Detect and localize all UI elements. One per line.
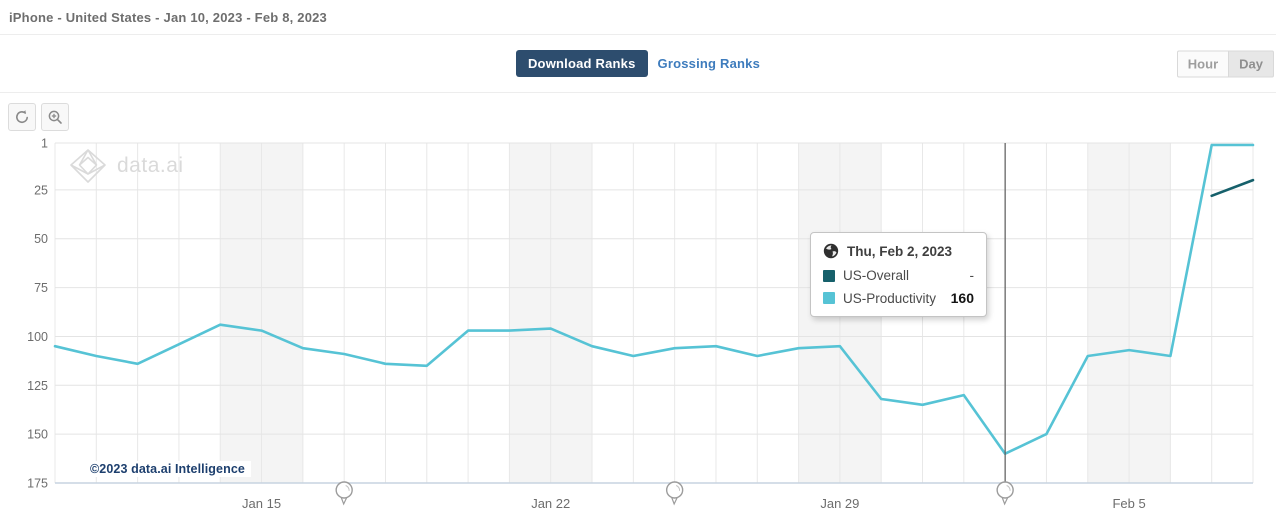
reset-zoom-button[interactable] [8,103,36,131]
y-tick-label: 175 [27,477,48,491]
event-pin-shine [345,485,350,491]
rank-type-tabs: Download Ranks Grossing Ranks [515,50,761,77]
tooltip-row-overall: US-Overall - [823,268,974,283]
undo-arrow-icon [14,109,30,125]
day-button[interactable]: Day [1228,50,1274,77]
productivity-swatch [823,292,835,304]
y-tick-label: 75 [34,281,48,295]
event-pin-shine [1006,485,1011,491]
event-pin-shine [675,485,681,491]
y-tick-label: 25 [34,183,48,197]
y-tick-label: 100 [27,330,48,344]
hour-button[interactable]: Hour [1176,50,1229,77]
x-tick-label: Jan 29 [820,496,859,511]
chart-toolbar [8,103,69,131]
event-pin[interactable] [335,481,353,499]
event-pin[interactable] [665,481,684,499]
productivity-label: US-Productivity [843,290,937,306]
title-bar: iPhone - United States - Jan 10, 2023 - … [0,0,1276,35]
granularity-toggle: Hour Day [1176,50,1274,77]
x-tick-label: Jan 15 [242,496,281,511]
globe-icon [823,243,839,259]
copyright-label: ©2023 data.ai Intelligence [84,461,251,477]
chart-section: data.ai 1 25 50 75 100 125 150 175 Jan 15 Jan 22 J… [0,93,1276,526]
tooltip-header: Thu, Feb 2, 2023 [823,243,974,259]
chart-tooltip: Thu, Feb 2, 2023 US-Overall - US-Product… [810,232,987,317]
tab-download-ranks[interactable]: Download Ranks [515,50,648,77]
productivity-value: 160 [950,290,974,306]
tooltip-date: Thu, Feb 2, 2023 [847,243,953,259]
overall-value: - [969,268,975,283]
tooltip-row-productivity: US-Productivity 160 [823,290,974,306]
magnifier-plus-icon [47,109,63,125]
series-line-us-overall[interactable] [1210,178,1255,198]
overall-swatch [823,269,835,282]
event-pin[interactable] [996,481,1014,499]
y-tick-label: 125 [27,379,48,393]
page-title: iPhone - United States - Jan 10, 2023 - … [9,9,327,25]
series-line-us-productivity[interactable] [53,143,1255,455]
y-tick-label: 50 [34,232,48,246]
y-tick-label: 1 [41,137,48,151]
x-tick-label: Jan 22 [531,496,570,511]
overall-label: US-Overall [843,268,910,283]
tab-grossing-ranks[interactable]: Grossing Ranks [657,56,761,71]
x-tick-label: Feb 5 [1112,496,1145,511]
zoom-in-button[interactable] [41,103,69,131]
y-tick-label: 150 [27,428,48,442]
controls-row: Download Ranks Grossing Ranks Hour Day [0,35,1276,93]
